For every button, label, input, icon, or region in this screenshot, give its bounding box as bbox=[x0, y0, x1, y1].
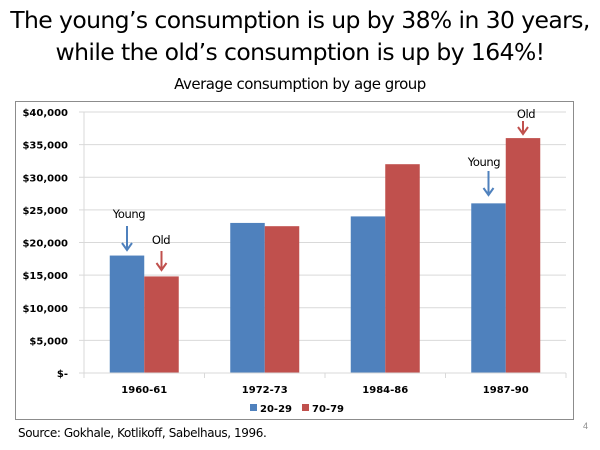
down-arrow-icon bbox=[121, 242, 133, 252]
x-tick-label: 1972-73 bbox=[242, 385, 288, 396]
legend-swatch-70-79 bbox=[302, 404, 309, 411]
slide-title-line-1: The young’s consumption is up by 38% in … bbox=[10, 6, 590, 34]
x-tick-label: 1984-86 bbox=[362, 385, 408, 396]
y-axis-tick-labels: $- $5,000 $10,000 $15,000 $20,000 $25,000 $30,… bbox=[22, 108, 68, 380]
bar-20-29-1972-73 bbox=[230, 222, 265, 373]
y-tick-label: $30,000 bbox=[22, 173, 68, 184]
y-tick-label: $- bbox=[57, 369, 68, 380]
y-tick-label: $35,000 bbox=[22, 141, 68, 152]
legend: 20-29 70-79 bbox=[250, 404, 344, 415]
y-tick-label: $15,000 bbox=[22, 271, 68, 282]
axes bbox=[83, 112, 567, 378]
annotation-label: Old bbox=[152, 233, 170, 247]
slide-title-line-2: while the old’s consumption is up by 164… bbox=[55, 38, 546, 66]
slide-title: The young’s consumption is up by 38% in … bbox=[0, 4, 600, 68]
y-tick-label: $5,000 bbox=[29, 336, 68, 347]
down-arrow-icon bbox=[482, 187, 495, 197]
legend-swatch-20-29 bbox=[250, 404, 257, 411]
y-tick-label: $25,000 bbox=[22, 206, 68, 217]
bar-70-79-1972-73 bbox=[264, 226, 300, 373]
annotation-label: Young bbox=[467, 155, 501, 169]
y-tick-label: $10,000 bbox=[22, 304, 68, 315]
annotation-label: Old bbox=[517, 107, 535, 121]
x-tick-label: 1960-61 bbox=[121, 385, 167, 396]
y-tick-label: $20,000 bbox=[22, 239, 68, 250]
bar-20-29-1960-61 bbox=[109, 255, 145, 373]
annotation-label: Young bbox=[112, 207, 146, 221]
down-arrow-icon bbox=[155, 262, 168, 272]
chart-title: Average consumption by age group bbox=[174, 75, 426, 93]
bar-20-29-1984-86 bbox=[350, 216, 386, 373]
legend-label: 70-79 bbox=[312, 404, 344, 415]
bar-70-79-1960-61 bbox=[144, 276, 179, 373]
annotations: Young Old Young Old bbox=[112, 107, 536, 272]
y-tick-label: $40,000 bbox=[22, 108, 68, 119]
bar-70-79-1987-90 bbox=[505, 138, 541, 373]
down-arrow-icon bbox=[517, 126, 529, 136]
slide-number: 4 bbox=[583, 421, 589, 431]
source-citation: Source: Gokhale, Kotlikoff, Sabelhaus, 1… bbox=[18, 426, 267, 440]
bar-70-79-1984-86 bbox=[385, 164, 420, 373]
x-axis-tick-labels: 1960-61 1972-73 1984-86 1987-90 bbox=[121, 385, 528, 396]
bar-20-29-1987-90 bbox=[471, 203, 506, 373]
chart-frame bbox=[15, 101, 574, 420]
bars bbox=[109, 138, 541, 373]
x-tick-label: 1987-90 bbox=[483, 385, 529, 396]
legend-label: 20-29 bbox=[260, 404, 292, 415]
